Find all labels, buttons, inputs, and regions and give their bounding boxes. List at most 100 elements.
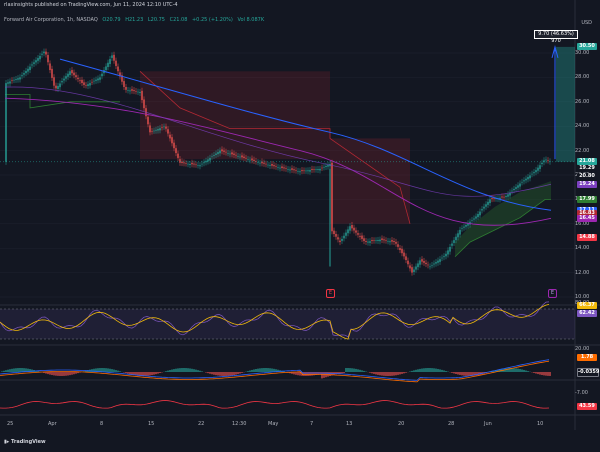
measure-label: 9.70 (46.63%) 970 [534, 30, 578, 44]
candle-body [379, 239, 381, 242]
earnings-event-marker[interactable]: E [548, 289, 557, 298]
macd-histogram-bar [185, 368, 187, 372]
symbol-legend[interactable]: Forward Air Corporation, 1h, NASDAQ O20.… [4, 17, 267, 23]
macd-histogram-bar [491, 371, 493, 372]
candle-body [487, 201, 489, 205]
macd-histogram-bar [545, 372, 547, 376]
candle-body [525, 178, 527, 181]
candle-body [397, 244, 399, 247]
candle-body [109, 59, 111, 64]
candle-body [33, 62, 35, 64]
candle-body [477, 214, 479, 218]
macd-histogram-bar [179, 368, 181, 372]
candle-body [533, 172, 535, 174]
macd-histogram-bar [147, 372, 149, 376]
macd-histogram-bar [51, 372, 53, 376]
candle-body [325, 165, 327, 167]
price-axis-label: 12.00 [575, 269, 590, 276]
candle-body [431, 265, 433, 266]
macd-histogram-bar [543, 372, 545, 376]
candle-body [51, 68, 53, 78]
macd-histogram-bar [117, 370, 119, 372]
candle-body [157, 129, 159, 131]
macd-histogram-bar [459, 372, 461, 375]
candle-body [93, 80, 95, 82]
macd-histogram-bar [13, 368, 15, 372]
macd-histogram-bar [351, 368, 353, 372]
macd-histogram-bar [337, 372, 339, 374]
macd-histogram-bar [375, 372, 377, 375]
time-axis-label: 7 [310, 421, 314, 427]
macd-histogram-bar [7, 369, 9, 372]
macd-histogram-bar [443, 370, 445, 372]
candle-body [139, 92, 141, 93]
candle-body [389, 241, 391, 243]
macd-histogram-bar [383, 372, 385, 376]
candle-body [427, 264, 429, 266]
candle-body [205, 160, 207, 163]
candle-body [107, 62, 109, 68]
macd-histogram-bar [235, 372, 237, 375]
macd-histogram-bar [55, 372, 57, 376]
candle-body [177, 153, 179, 158]
macd-histogram-bar [181, 368, 183, 372]
macd-histogram-bar [267, 368, 269, 372]
macd-histogram-bar [461, 372, 463, 376]
candle-body [339, 240, 341, 243]
candle-body [63, 78, 65, 81]
macd-histogram-bar [99, 368, 101, 372]
macd-histogram-bar [177, 368, 179, 372]
macd-histogram-bar [239, 372, 241, 374]
candle-body [473, 218, 475, 220]
macd-histogram-bar [273, 368, 275, 372]
candle-body [83, 82, 85, 85]
candle-body [185, 163, 187, 164]
currency-label[interactable]: USD [581, 20, 592, 26]
candle-body [481, 209, 483, 211]
macd-histogram-bar [299, 372, 301, 376]
candle-body [535, 170, 537, 173]
candle-body [407, 260, 409, 265]
macd-histogram-bar [249, 370, 251, 372]
macd-histogram-bar [171, 369, 173, 372]
macd-histogram-bar [445, 371, 447, 372]
price-axis-label: 24.00 [575, 123, 590, 130]
macd-histogram-bar [465, 372, 467, 376]
macd-histogram-bar [477, 372, 479, 376]
macd-histogram-bar [119, 371, 121, 372]
candle-body [251, 158, 253, 161]
ma-purple-line [4, 97, 552, 226]
macd-histogram-bar [207, 372, 209, 374]
macd-histogram-bar [539, 372, 541, 375]
macd-histogram-bar [155, 372, 157, 375]
macd-histogram-bar [509, 368, 511, 372]
candle-body [69, 71, 71, 75]
candle-body [373, 240, 375, 241]
candle-body [519, 183, 521, 187]
macd-histogram-bar [205, 372, 207, 373]
macd-histogram-bar [215, 372, 217, 376]
macd-badge: 1.78 [577, 354, 597, 361]
candle-body [323, 166, 325, 168]
macd-histogram-bar [455, 372, 457, 374]
candle-body [97, 78, 99, 81]
macd-histogram-bar [127, 372, 129, 374]
candle-body [155, 129, 157, 131]
candle-body [147, 116, 149, 125]
macd-histogram-bar [535, 372, 537, 374]
symbol-name[interactable]: Forward Air Corporation, 1h, NASDAQ [4, 17, 98, 23]
measure-area [556, 46, 575, 162]
macd-histogram-bar [417, 369, 419, 372]
earnings-event-marker[interactable]: E [326, 289, 335, 298]
candle-body [237, 156, 239, 157]
candle-body [409, 265, 411, 269]
candle-body [5, 83, 7, 162]
tradingview-logo[interactable]: ▮▸ TradingView [4, 439, 46, 445]
candle-body [399, 248, 401, 251]
candle-body [449, 246, 451, 252]
time-axis-label: Apr [48, 421, 57, 427]
time-axis-label: 15 [148, 421, 155, 427]
macd-histogram-bar [201, 371, 203, 372]
macd-histogram-bar [493, 370, 495, 372]
